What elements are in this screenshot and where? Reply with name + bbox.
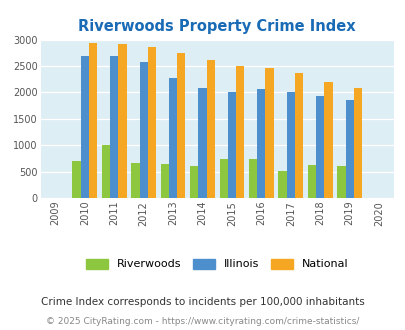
Bar bbox=[198, 88, 206, 198]
Bar bbox=[81, 56, 89, 198]
Bar bbox=[248, 159, 257, 198]
Bar bbox=[345, 100, 353, 198]
Bar bbox=[206, 60, 214, 198]
Bar bbox=[177, 53, 185, 198]
Title: Riverwoods Property Crime Index: Riverwoods Property Crime Index bbox=[78, 19, 355, 34]
Bar bbox=[235, 66, 244, 198]
Bar bbox=[147, 47, 156, 198]
Bar bbox=[190, 166, 198, 198]
Bar bbox=[337, 166, 345, 198]
Legend: Riverwoods, Illinois, National: Riverwoods, Illinois, National bbox=[81, 254, 352, 274]
Bar bbox=[139, 62, 147, 198]
Bar bbox=[227, 92, 235, 198]
Bar bbox=[168, 78, 177, 198]
Bar bbox=[102, 145, 110, 198]
Text: © 2025 CityRating.com - https://www.cityrating.com/crime-statistics/: © 2025 CityRating.com - https://www.city… bbox=[46, 317, 359, 326]
Bar bbox=[353, 88, 361, 198]
Bar bbox=[257, 89, 265, 198]
Bar bbox=[118, 44, 126, 198]
Bar bbox=[89, 43, 97, 198]
Bar bbox=[265, 68, 273, 198]
Bar bbox=[110, 56, 118, 198]
Text: Crime Index corresponds to incidents per 100,000 inhabitants: Crime Index corresponds to incidents per… bbox=[41, 297, 364, 307]
Bar bbox=[294, 73, 303, 198]
Bar bbox=[72, 161, 81, 198]
Bar bbox=[219, 159, 227, 198]
Bar bbox=[131, 163, 139, 198]
Bar bbox=[307, 165, 315, 198]
Bar bbox=[324, 82, 332, 198]
Bar bbox=[315, 96, 324, 198]
Bar bbox=[286, 92, 294, 198]
Bar bbox=[278, 171, 286, 198]
Bar bbox=[160, 164, 168, 198]
